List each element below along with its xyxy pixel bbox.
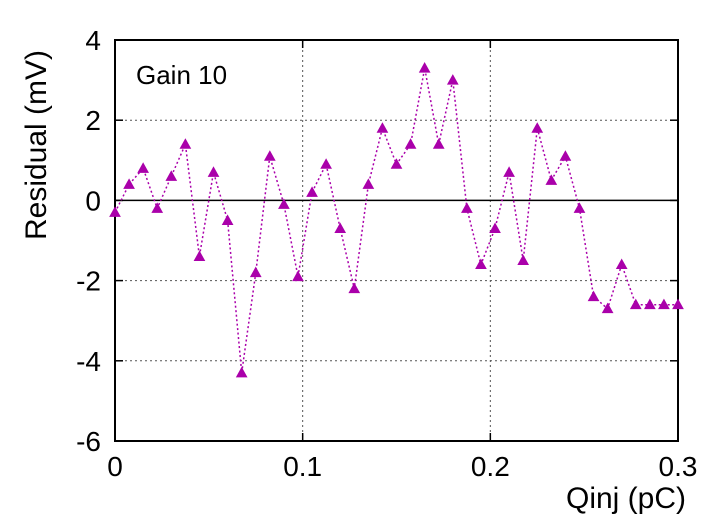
y-tick-label-2: -2 xyxy=(76,266,101,297)
data-point-3 xyxy=(151,202,164,213)
data-point-35 xyxy=(601,302,614,314)
y-tick-label-5: 4 xyxy=(85,25,101,56)
data-point-2 xyxy=(137,162,149,173)
data-point-16 xyxy=(334,222,347,233)
y-tick-label-1: -4 xyxy=(76,346,101,377)
data-point-8 xyxy=(221,214,234,225)
x-axis-title: Qinj (pC) xyxy=(566,482,686,515)
data-point-40 xyxy=(672,298,684,310)
data-point-22 xyxy=(418,62,431,73)
data-point-17 xyxy=(348,282,361,294)
data-point-1 xyxy=(123,178,135,189)
data-point-38 xyxy=(644,298,656,310)
data-point-39 xyxy=(658,298,670,310)
data-point-20 xyxy=(390,158,403,169)
data-point-18 xyxy=(362,178,375,189)
x-tick-label-2: 0.2 xyxy=(471,451,510,482)
data-point-37 xyxy=(629,298,642,310)
data-point-36 xyxy=(615,258,628,270)
data-point-29 xyxy=(517,254,530,266)
data-point-24 xyxy=(446,74,459,85)
data-point-15 xyxy=(320,158,332,169)
y-tick-label-4: 2 xyxy=(85,105,101,136)
data-point-12 xyxy=(278,198,290,209)
x-tick-label-3: 0.3 xyxy=(659,451,698,482)
data-point-26 xyxy=(475,258,487,270)
series-line-0 xyxy=(114,67,678,373)
data-point-27 xyxy=(489,222,501,233)
data-point-21 xyxy=(404,138,417,149)
data-point-6 xyxy=(193,250,206,262)
data-point-13 xyxy=(292,270,304,282)
axes xyxy=(114,39,679,442)
data-point-14 xyxy=(306,186,318,197)
data-point-25 xyxy=(461,202,473,213)
plot-frame xyxy=(114,39,679,442)
data-point-19 xyxy=(376,122,389,133)
y-tick-label-3: 0 xyxy=(85,185,101,216)
data-point-23 xyxy=(432,138,445,149)
tick-labels: 0 0.1 0.2 0.3 -6 -4 -2 0 2 4 xyxy=(76,25,697,482)
y-axis-title: Residual (mV) xyxy=(20,50,53,240)
data-point-28 xyxy=(503,166,515,177)
data-point-11 xyxy=(263,150,276,161)
y-tick-label-0: -6 xyxy=(76,426,101,457)
data-point-7 xyxy=(207,166,220,177)
data-point-31 xyxy=(545,174,558,185)
grid-lines xyxy=(115,40,678,441)
data-point-34 xyxy=(587,290,600,302)
x-tick-label-1: 0.1 xyxy=(283,451,322,482)
data-point-32 xyxy=(559,150,572,161)
data-point-4 xyxy=(165,170,178,181)
data-point-5 xyxy=(179,138,192,149)
data-point-0 xyxy=(109,206,121,217)
data-point-33 xyxy=(573,202,586,213)
data-point-10 xyxy=(249,266,262,278)
x-tick-label-0: 0 xyxy=(107,451,123,482)
series xyxy=(109,62,684,378)
gain-annotation: Gain 10 xyxy=(136,60,227,90)
data-point-9 xyxy=(235,366,248,378)
data-point-30 xyxy=(531,122,544,133)
